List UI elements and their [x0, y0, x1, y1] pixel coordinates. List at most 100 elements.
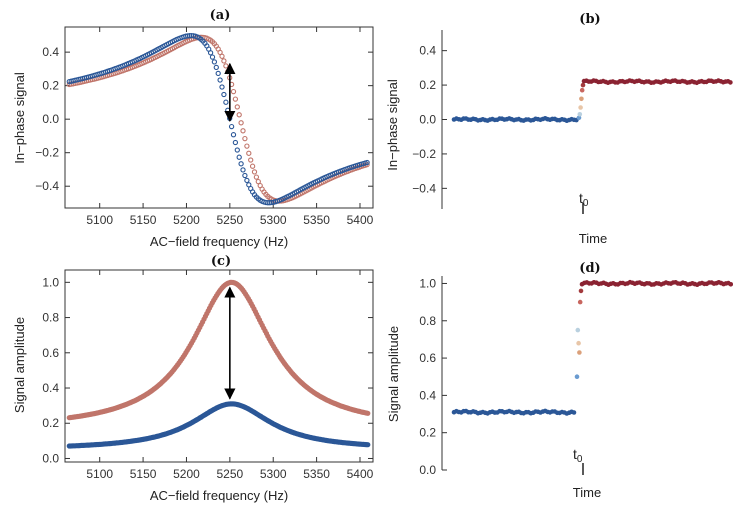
data-point [365, 442, 371, 448]
y-tick-label: 0.2 [419, 78, 436, 92]
data-point [221, 58, 227, 64]
data-point [249, 163, 256, 169]
data-point [230, 88, 237, 95]
y-tick-label: 0.0 [42, 112, 59, 126]
y-tick-label: 1.0 [419, 276, 436, 290]
data-point [255, 178, 261, 185]
x-tick-label: 5200 [173, 213, 200, 227]
x-tick-label: 5400 [347, 213, 374, 227]
data-point [578, 288, 584, 294]
panel-d-xlabel: Time [573, 485, 601, 500]
y-tick-label: 0.8 [42, 311, 59, 325]
panel-a-xlabel: AC−field frequency (Hz) [150, 234, 288, 249]
panel-c-points [66, 279, 371, 449]
data-point [577, 350, 582, 355]
data-point [238, 161, 244, 167]
y-tick-label: 0.6 [42, 346, 59, 360]
data-point [242, 135, 248, 142]
data-point [577, 299, 583, 305]
y-tick-label: 0.2 [42, 79, 59, 93]
data-point [238, 120, 244, 126]
data-point [728, 80, 733, 85]
data-point [253, 174, 260, 180]
data-point [215, 70, 221, 77]
panel-c-ylabel: Signal amplitude [12, 317, 27, 413]
x-tick-label: 5250 [216, 467, 243, 481]
data-point [579, 96, 584, 102]
panel-b-points [451, 78, 733, 123]
panel-c: (c) 0.0 0.2 0.4 0.6 0.8 1.0 5100 5150 5200 5250 53… [12, 254, 374, 503]
y-tick-label: −0.2 [35, 146, 59, 160]
panel-a-frame [64, 26, 374, 209]
y-tick-label: 0.0 [419, 113, 436, 127]
x-tick-label: 5150 [130, 467, 157, 481]
y-tick-label: −0.2 [412, 147, 436, 161]
y-tick-label: 0.8 [419, 314, 436, 328]
y-tick-label: 0.6 [419, 351, 436, 365]
x-tick-label: 5300 [260, 213, 287, 227]
panel-d-t0-label: t0 [573, 446, 583, 465]
y-tick-label: 1.0 [42, 275, 59, 289]
panel-c-title: (c) [211, 254, 231, 269]
panel-a-ylabel: In−phase signal [12, 72, 27, 164]
data-point [571, 410, 577, 415]
y-tick-label: 0.4 [419, 388, 436, 402]
data-point [232, 139, 239, 146]
panel-a-title: (a) [210, 8, 231, 23]
panel-d-ticks: 0.0 0.2 0.4 0.6 0.8 1.0 [419, 276, 447, 477]
data-point [576, 340, 581, 346]
data-point [244, 143, 250, 149]
data-point [211, 59, 218, 65]
data-point [213, 64, 219, 71]
x-tick-label: 5300 [260, 467, 287, 481]
data-point [576, 115, 582, 121]
x-tick-label: 5400 [347, 467, 374, 481]
data-point [230, 132, 237, 138]
y-tick-label: −0.4 [412, 181, 436, 195]
panel-c-frame [64, 269, 374, 463]
x-tick-label: 5350 [303, 467, 330, 481]
y-tick-label: 0.4 [42, 381, 59, 395]
panel-a-points [66, 32, 370, 206]
x-tick-label: 5150 [130, 213, 157, 227]
data-point [223, 63, 229, 69]
data-point [219, 84, 225, 90]
y-tick-label: 0.0 [42, 451, 59, 465]
y-tick-label: 0.2 [419, 426, 436, 440]
data-point [575, 327, 581, 333]
y-tick-label: 0.2 [42, 416, 59, 430]
panel-d-ylabel: Signal amplitude [386, 326, 401, 422]
y-tick-label: 0.4 [42, 45, 59, 59]
panel-b-title: (b) [579, 12, 600, 27]
data-point [242, 172, 248, 179]
data-point [579, 87, 585, 93]
panel-d: (d) 0.0 0.2 0.4 0.6 0.8 1.0 t0 Time Signal am… [386, 261, 733, 500]
data-point [232, 96, 239, 102]
panel-b-xlabel: Time [579, 231, 607, 246]
data-point [577, 112, 583, 117]
panel-b: (b) −0.4 −0.2 0.0 0.2 0.4 t0 Time In−phase s… [385, 12, 733, 246]
x-tick-label: 5350 [303, 213, 330, 227]
panel-c-ticks: 0.0 0.2 0.4 0.6 0.8 1.0 5100 5150 5200 5250 5300 53… [42, 270, 374, 481]
data-point [223, 99, 229, 105]
data-point [574, 374, 580, 380]
data-point [578, 105, 583, 110]
panel-a-ticks: −0.4 −0.2 0.0 0.2 0.4 5100 5150 5200 5250 5300 535… [35, 27, 374, 227]
data-point [228, 123, 235, 130]
data-point [244, 177, 250, 184]
panel-a: (a) −0.4 −0.2 0.0 0.2 0.4 5100 5150 5200 5250 530… [12, 8, 374, 249]
y-tick-label: 0.4 [419, 44, 436, 58]
data-point [217, 77, 223, 83]
data-point [234, 104, 240, 110]
data-point [236, 112, 242, 118]
panel-d-points [451, 279, 733, 416]
data-point [209, 54, 216, 60]
data-point [251, 169, 258, 175]
panel-b-ylabel: In−phase signal [385, 79, 400, 171]
panel-b-ticks: −0.4 −0.2 0.0 0.2 0.4 [412, 44, 447, 195]
x-tick-label: 5250 [216, 213, 243, 227]
data-point [248, 157, 254, 163]
data-point [236, 154, 242, 160]
data-point [728, 282, 733, 287]
